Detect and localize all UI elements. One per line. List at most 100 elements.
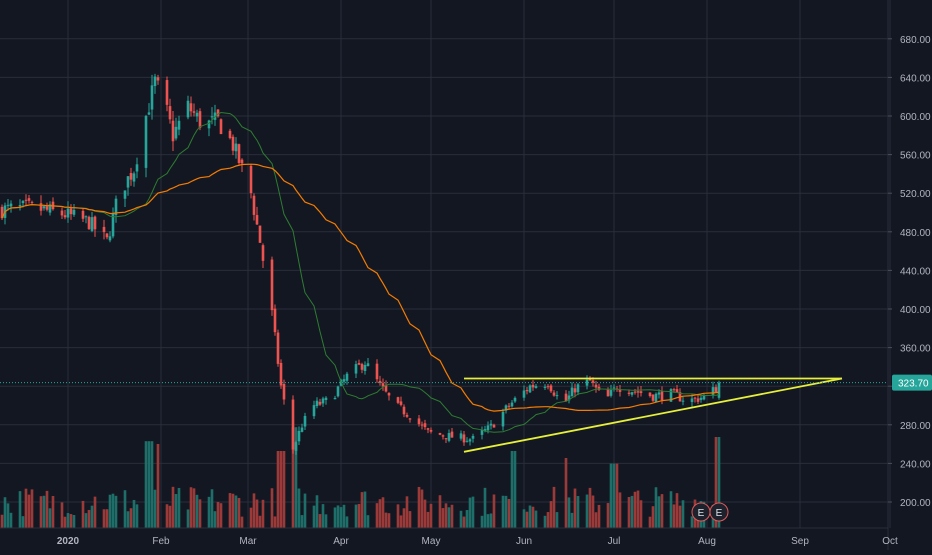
volume-bar: [69, 514, 73, 528]
trendline-support[interactable]: [463, 377, 843, 453]
earnings-marker[interactable]: E: [691, 502, 711, 522]
price-tick-label: 400.00: [900, 305, 931, 316]
candle-body: [441, 435, 445, 437]
earnings-icon[interactable]: [709, 502, 729, 522]
candle: [156, 74, 160, 85]
volume-bar: [186, 509, 190, 528]
candle: [132, 171, 136, 187]
candle-body: [135, 164, 139, 172]
candle-body: [606, 389, 610, 397]
candle: [693, 396, 697, 403]
candle-body: [123, 190, 127, 199]
volume-bar: [102, 509, 106, 528]
candle: [219, 118, 223, 135]
candle: [333, 395, 337, 400]
candle-body: [711, 387, 715, 396]
volume-bar: [567, 497, 571, 528]
candle-body: [336, 386, 340, 397]
candle-body: [444, 438, 448, 440]
volume-bar: [570, 512, 574, 528]
volume-bar: [192, 488, 196, 528]
volume-bar: [564, 458, 568, 528]
candle: [30, 200, 34, 205]
volume-bar: [417, 486, 421, 528]
candle-body: [669, 389, 673, 402]
candle-body: [480, 430, 484, 435]
candle: [168, 98, 172, 124]
volume-bar: [9, 512, 13, 528]
candle-body: [318, 401, 322, 405]
candle: [597, 383, 601, 392]
candle-body: [462, 434, 466, 443]
candle-body: [195, 112, 199, 117]
candle: [522, 385, 526, 401]
candle-body: [531, 384, 535, 388]
candle-body: [690, 398, 694, 402]
volume-bar: [441, 508, 445, 528]
candle-body: [396, 397, 400, 403]
candle: [501, 408, 505, 431]
volume-bar: [87, 509, 91, 528]
volume-bar: [405, 496, 409, 528]
candle-body: [630, 392, 634, 395]
candle-body: [675, 389, 679, 393]
volume-bar: [429, 503, 433, 528]
volume-bar: [612, 463, 616, 528]
volume-bar: [189, 487, 193, 528]
volume-bar: [363, 491, 367, 528]
volume-bar: [297, 488, 301, 528]
trendlines[interactable]: [463, 377, 843, 453]
volume-bar: [354, 504, 358, 528]
last-price-label: 323.70: [898, 379, 929, 390]
candle: [135, 157, 139, 179]
volume-bar: [27, 494, 31, 528]
candle: [192, 103, 196, 117]
candle: [261, 243, 265, 268]
candle-body: [555, 395, 559, 397]
volume-bar: [465, 510, 469, 528]
earnings-marker[interactable]: E: [709, 502, 729, 522]
price-tick-label: 640.00: [900, 73, 931, 84]
candle: [567, 390, 571, 404]
candle: [294, 440, 298, 455]
candle: [492, 423, 496, 428]
volume-bar: [291, 427, 295, 528]
candle-body: [489, 423, 493, 426]
volume-bar: [522, 509, 526, 528]
candle: [480, 426, 484, 440]
candle: [636, 386, 640, 398]
candle: [336, 385, 340, 398]
candle: [717, 380, 721, 400]
candle-body: [636, 391, 640, 393]
volume-bar: [345, 516, 349, 528]
last-price-badge-bg: [892, 374, 932, 391]
candle: [318, 398, 322, 406]
candle-body: [168, 106, 172, 120]
candle-body: [9, 203, 13, 207]
candle: [171, 111, 175, 152]
candle: [639, 386, 643, 397]
candle: [549, 383, 553, 393]
candle: [426, 427, 430, 434]
candle: [468, 438, 472, 446]
volume-bar: [675, 493, 679, 528]
volume-bar: [546, 512, 550, 528]
time-tick-label: May: [422, 536, 441, 547]
time-axis[interactable]: 2020 Feb Mar Apr May Jun Jul Aug Sep Oct: [0, 527, 898, 547]
candle-body: [72, 209, 76, 215]
candle: [255, 206, 259, 226]
candle-body: [465, 440, 469, 442]
volume-bar: [24, 488, 28, 528]
candle: [189, 96, 193, 117]
candle: [354, 360, 358, 378]
candle-body: [321, 398, 325, 404]
volume-bar: [237, 497, 241, 528]
price-axis[interactable]: 200.00240.00280.00320.00360.00400.00440.…: [887, 0, 932, 550]
candle: [6, 199, 10, 211]
volume-bar: [81, 500, 85, 528]
candle: [342, 374, 346, 385]
volume-bar: [678, 505, 682, 528]
